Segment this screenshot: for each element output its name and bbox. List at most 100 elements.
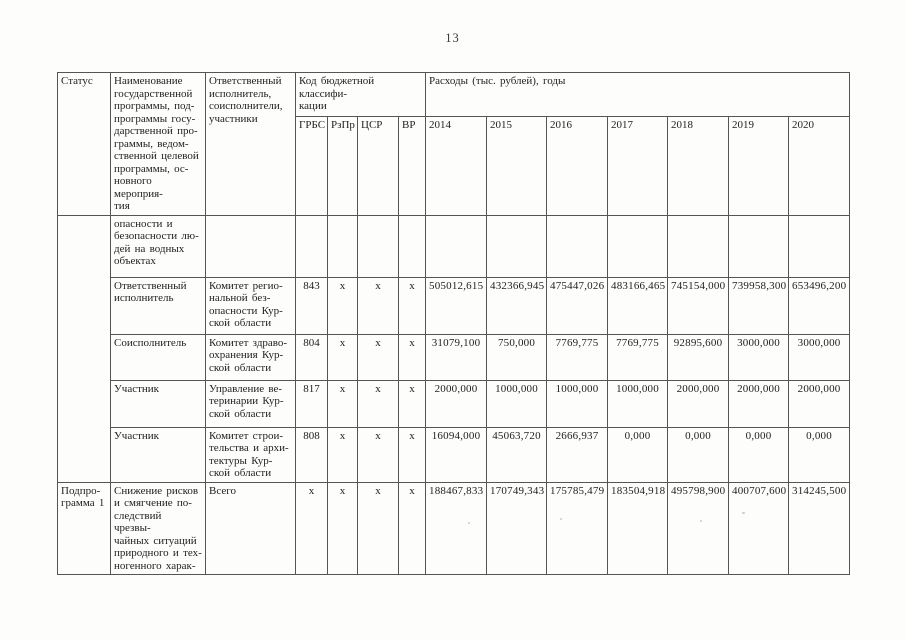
value-cell: 3000,000 (788, 333, 851, 381)
code-cell: 808 (295, 426, 328, 483)
header-code-vr: ВР (397, 116, 427, 216)
executor-cell: Всего (205, 481, 296, 575)
value-cell: 2000,000 (728, 379, 790, 428)
value-cell: 7769,775 (546, 333, 609, 381)
name-cell: Ответственный исполнитель (110, 276, 206, 335)
value-cell: 1000,000 (607, 379, 669, 428)
value-cell: 31079,100 (425, 333, 488, 381)
code-cell: x (397, 481, 427, 575)
header-code-csr: ЦСР (357, 116, 399, 216)
value-cell: 2000,000 (667, 379, 730, 428)
code-cell: x (397, 276, 427, 335)
value-cell (486, 214, 548, 278)
value-cell: 739958,300 (728, 276, 790, 335)
value-cell: 175785,479 (546, 481, 609, 575)
code-cell: x (357, 426, 399, 483)
value-cell: 45063,720 (486, 426, 548, 483)
code-cell: x (327, 426, 358, 483)
value-cell (546, 214, 609, 278)
value-cell: 495798,900 (667, 481, 730, 575)
code-cell: x (397, 333, 427, 381)
code-cell: x (357, 379, 399, 428)
executor-cell (205, 214, 296, 278)
value-cell: 2000,000 (788, 379, 851, 428)
name-cell: Участник (110, 379, 206, 428)
scan-speck (560, 518, 562, 520)
header-executor: Ответственный исполнитель, соисполнители… (205, 72, 296, 216)
value-cell: 483166,465 (607, 276, 669, 335)
code-cell: x (295, 481, 328, 575)
value-cell (667, 214, 730, 278)
status-cell (57, 214, 111, 483)
value-cell (607, 214, 669, 278)
header-year-2014: 2014 (425, 116, 488, 216)
header-status: Статус (57, 72, 111, 216)
value-cell: 0,000 (667, 426, 730, 483)
value-cell: 170749,343 (486, 481, 548, 575)
value-cell: 188467,833 (425, 481, 488, 575)
value-cell: 1000,000 (486, 379, 548, 428)
value-cell: 0,000 (728, 426, 790, 483)
code-cell: 817 (295, 379, 328, 428)
value-cell: 183504,918 (607, 481, 669, 575)
header-year-2015: 2015 (486, 116, 548, 216)
name-cell: Снижение рисков и смягчение по- следстви… (110, 481, 206, 575)
header-program-name: Наименование государственной программы, … (110, 72, 206, 216)
name-cell: Участник (110, 426, 206, 483)
executor-cell: Комитет здраво- охранения Кур- ской обла… (205, 333, 296, 381)
value-cell: 1000,000 (546, 379, 609, 428)
scan-speck (468, 522, 470, 524)
header-year-2016: 2016 (546, 116, 609, 216)
code-cell: x (397, 426, 427, 483)
code-cell: x (357, 481, 399, 575)
value-cell: 432366,945 (486, 276, 548, 335)
value-cell: 2666,937 (546, 426, 609, 483)
value-cell (788, 214, 851, 278)
page-number: 13 (445, 31, 460, 45)
code-cell: x (327, 481, 358, 575)
header-year-2018: 2018 (667, 116, 730, 216)
value-cell: 505012,615 (425, 276, 488, 335)
budget-table: Статус Наименование государственной прог… (57, 71, 851, 575)
code-cell: x (327, 379, 358, 428)
header-year-2020: 2020 (788, 116, 851, 216)
code-cell: x (357, 276, 399, 335)
value-cell: 314245,500 (788, 481, 851, 575)
header-year-2019: 2019 (728, 116, 790, 216)
value-cell: 475447,026 (546, 276, 609, 335)
value-cell: 16094,000 (425, 426, 488, 483)
value-cell: 745154,000 (667, 276, 730, 335)
code-cell: x (357, 333, 399, 381)
value-cell: 2000,000 (425, 379, 488, 428)
value-cell: 400707,600 (728, 481, 790, 575)
code-cell: 843 (295, 276, 328, 335)
header-budget-code: Код бюджетной классифи- кации (294, 71, 427, 118)
value-cell: 0,000 (607, 426, 669, 483)
value-cell: 653496,200 (788, 276, 851, 335)
value-cell: 3000,000 (728, 333, 790, 381)
value-cell: 7769,775 (607, 333, 669, 381)
value-cell (425, 214, 488, 278)
value-cell: 750,000 (486, 333, 548, 381)
header-code-grbs: ГРБС (295, 116, 328, 216)
code-cell: 804 (295, 333, 328, 381)
code-cell: x (327, 333, 358, 381)
code-cell (327, 214, 358, 278)
value-cell: 92895,600 (667, 333, 730, 381)
executor-cell: Комитет строи- тельства и архи- тектуры … (205, 426, 296, 483)
code-cell (357, 214, 399, 278)
header-code-rzpr: РзПр (327, 116, 358, 216)
code-cell: x (327, 276, 358, 335)
value-cell (728, 214, 790, 278)
executor-cell: Комитет регио- нальной без- опасности Ку… (205, 276, 296, 335)
code-cell (295, 214, 328, 278)
value-cell: 0,000 (788, 426, 851, 483)
name-cell: Соисполнитель (110, 333, 206, 381)
header-year-2017: 2017 (607, 116, 669, 216)
status-cell: Подпро- грамма 1 (57, 481, 111, 575)
scan-speck (700, 520, 702, 522)
header-expenses: Расходы (тыс. рублей), годы (425, 71, 851, 118)
code-cell: x (397, 379, 427, 428)
code-cell (397, 214, 427, 278)
executor-cell: Управление ве- теринарии Кур- ской облас… (205, 379, 296, 428)
